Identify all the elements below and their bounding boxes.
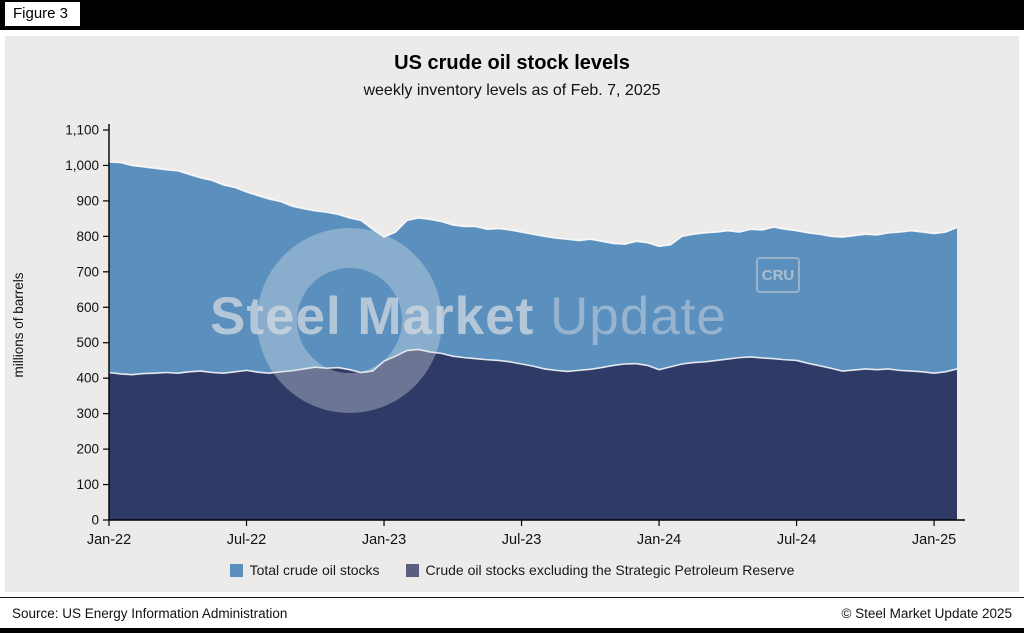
x-tick-label: Jan-22 [87,532,131,548]
axes [108,124,965,521]
x-tick-label: Jan-23 [362,532,406,548]
legend-swatch-ex-spr [405,563,419,577]
x-tick-label: Jan-24 [637,532,681,548]
y-tick-label: 800 [76,229,99,244]
y-tick-label: 1,100 [65,123,99,138]
footer: Source: US Energy Information Administra… [0,597,1024,628]
legend: Total crude oil stocks Crude oil stocks … [5,562,1019,578]
x-tick-label: Jan-25 [912,532,956,548]
x-tick-label: Jul-22 [227,532,267,548]
legend-label-ex-spr: Crude oil stocks excluding the Strategic… [425,562,795,578]
y-tick-label: 900 [76,193,99,208]
legend-item-total: Total crude oil stocks [229,562,380,578]
y-tick-label: 700 [76,264,99,279]
chart-panel: US crude oil stock levels weekly invento… [5,36,1019,592]
top-black-bar: Figure 3 [0,0,1024,30]
legend-swatch-total [229,563,243,577]
legend-item-ex-spr: Crude oil stocks excluding the Strategic… [405,562,795,578]
total-crude-oil-stocks-edge [108,161,958,248]
copyright-text: © Steel Market Update 2025 [841,605,1012,621]
source-text: Source: US Energy Information Administra… [12,605,288,621]
legend-label-total: Total crude oil stocks [249,562,380,578]
bottom-black-bar [0,628,1024,633]
chart-title: US crude oil stock levels [394,52,630,74]
y-tick-label: 600 [76,300,99,315]
y-tick-label: 300 [76,406,99,421]
x-tick-label: Jul-24 [777,532,817,548]
y-tick-label: 100 [76,477,99,492]
chart-subtitle: weekly inventory levels as of Feb. 7, 20… [363,82,661,99]
y-tick-label: 200 [76,442,99,457]
y-tick-label: 400 [76,371,99,386]
crude-stocks-ex-spr-area [109,349,957,520]
crude-stocks-ex-spr-edge [108,348,958,376]
y-tick-label: 1,000 [65,158,99,173]
y-tick-label: 500 [76,335,99,350]
y-axis-title: millions of barrels [11,272,26,377]
area-chart: 0 100 200 300 400 500 600 700 800 900 1,000 1,100 Ja… [11,123,965,548]
x-tick-label: Jul-23 [502,532,542,548]
figure-label: Figure 3 [5,2,81,26]
y-tick-label: 0 [91,513,99,528]
